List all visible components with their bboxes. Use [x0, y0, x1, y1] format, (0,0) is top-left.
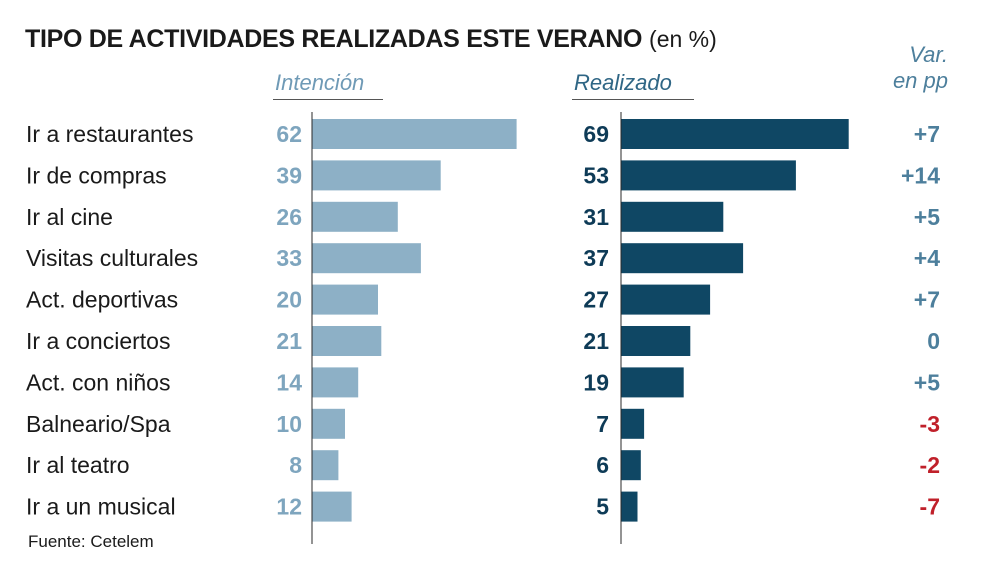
- value-intencion: 21: [276, 328, 302, 354]
- value-intencion: 20: [276, 287, 302, 313]
- value-variation: +5: [914, 369, 940, 395]
- value-variation: +14: [901, 162, 940, 188]
- bar-intencion: [312, 491, 352, 522]
- header-intencion-underline: [273, 99, 383, 100]
- value-variation: +5: [914, 204, 940, 230]
- category-label: Ir de compras: [26, 162, 167, 188]
- value-realizado: 69: [583, 121, 609, 147]
- value-realizado: 7: [596, 411, 609, 437]
- title-main: TIPO DE ACTIVIDADES REALIZADAS ESTE VERA…: [25, 25, 643, 53]
- header-intencion: Intención: [275, 70, 365, 95]
- category-label: Ir al teatro: [26, 452, 130, 478]
- value-realizado: 6: [596, 452, 609, 478]
- value-intencion: 39: [276, 162, 302, 188]
- source-note: Fuente: Cetelem: [28, 532, 154, 551]
- category-label: Ir a restaurantes: [26, 121, 193, 147]
- bar-realizado: [621, 243, 744, 274]
- category-label: Ir al cine: [26, 204, 113, 230]
- bar-realizado: [621, 119, 849, 149]
- category-label: Ir a un musical: [26, 494, 176, 520]
- bar-intencion: [312, 243, 421, 274]
- bar-intencion: [312, 367, 359, 398]
- value-realizado: 31: [583, 204, 609, 230]
- value-variation: +7: [914, 287, 940, 313]
- bar-intencion: [312, 201, 398, 232]
- header-variation: Var. en pp: [893, 42, 948, 94]
- bar-realizado: [621, 160, 796, 191]
- bar-intencion: [312, 408, 345, 439]
- category-label: Ir a conciertos: [26, 328, 170, 354]
- header-variation-line2: en pp: [892, 68, 948, 93]
- category-label: Act. con niños: [26, 369, 170, 395]
- bar-realizado: [621, 367, 684, 398]
- value-realizado: 5: [596, 494, 609, 520]
- header-variation-line1: Var.: [909, 42, 948, 67]
- chart-title: TIPO DE ACTIVIDADES REALIZADAS ESTE VERA…: [25, 24, 717, 54]
- value-realizado: 37: [583, 245, 609, 271]
- category-label: Balneario/Spa: [26, 411, 171, 437]
- bar-realizado: [621, 408, 645, 439]
- value-variation: +4: [914, 245, 940, 271]
- value-intencion: 14: [276, 369, 302, 395]
- value-intencion: 10: [276, 411, 302, 437]
- value-intencion: 33: [276, 245, 302, 271]
- value-variation: +7: [914, 121, 940, 147]
- value-intencion: 8: [289, 452, 302, 478]
- bar-intencion: [312, 450, 339, 481]
- title-unit: (en %): [649, 26, 717, 52]
- bar-intencion: [312, 119, 517, 149]
- bar-intencion: [312, 284, 378, 315]
- header-realizado: Realizado: [574, 70, 672, 95]
- bar-realizado: [621, 326, 691, 356]
- category-label: Visitas culturales: [26, 245, 198, 271]
- header-realizado-underline: [572, 99, 694, 100]
- value-intencion: 62: [276, 121, 302, 147]
- value-realizado: 19: [583, 369, 609, 395]
- bar-intencion: [312, 326, 382, 356]
- value-realizado: 27: [583, 287, 609, 313]
- value-realizado: 21: [583, 328, 609, 354]
- bar-realizado: [621, 284, 711, 315]
- value-intencion: 26: [276, 204, 302, 230]
- bar-intencion: [312, 160, 441, 191]
- bar-realizado: [621, 201, 724, 232]
- value-variation: -2: [920, 452, 940, 478]
- value-variation: -3: [920, 411, 940, 437]
- value-intencion: 12: [276, 494, 302, 520]
- bar-realizado: [621, 450, 641, 481]
- value-realizado: 53: [583, 162, 609, 188]
- value-variation: -7: [920, 494, 940, 520]
- value-variation: 0: [927, 328, 940, 354]
- bar-realizado: [621, 491, 638, 522]
- category-label: Act. deportivas: [26, 287, 178, 313]
